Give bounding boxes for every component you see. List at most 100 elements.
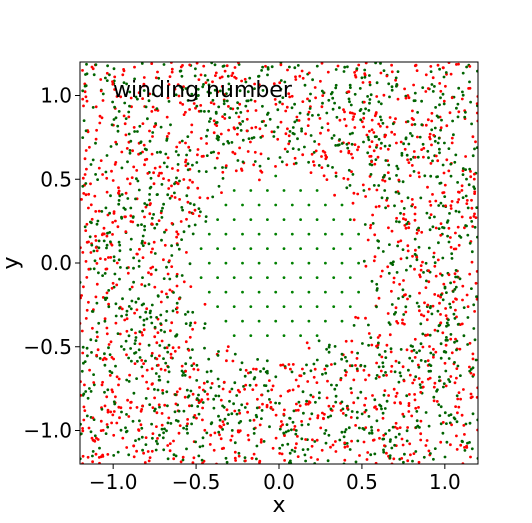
scatter-point: [150, 422, 154, 426]
scatter-point: [231, 71, 235, 75]
scatter-point: [191, 461, 195, 464]
scatter-point: [237, 454, 241, 458]
scatter-point: [262, 367, 266, 371]
scatter-point: [299, 334, 302, 337]
scatter-point: [442, 191, 446, 194]
scatter-point: [433, 447, 437, 450]
scatter-point: [279, 79, 283, 82]
scatter-point: [112, 400, 116, 404]
scatter-point: [372, 149, 376, 153]
scatter-point: [203, 322, 207, 325]
scatter-point: [378, 436, 381, 440]
scatter-point: [404, 226, 408, 230]
scatter-point: [301, 390, 305, 394]
scatter-point: [195, 104, 199, 108]
scatter-point: [299, 247, 302, 251]
scatter-point: [232, 402, 236, 406]
scatter-point: [120, 216, 124, 220]
scatter-point: [452, 416, 456, 420]
scatter-point: [286, 442, 290, 446]
scatter-point: [233, 441, 237, 445]
scatter-point: [403, 452, 406, 456]
scatter-point: [409, 158, 413, 161]
scatter-point: [347, 90, 351, 94]
scatter-point: [131, 215, 135, 219]
scatter-point: [113, 105, 116, 109]
scatter-point: [442, 102, 446, 106]
scatter-point: [154, 448, 158, 452]
scatter-point: [471, 352, 475, 356]
scatter-point: [454, 153, 458, 157]
scatter-point: [186, 395, 190, 399]
scatter-point: [208, 443, 212, 446]
scatter-point: [236, 106, 240, 110]
scatter-point: [259, 136, 263, 139]
scatter-point: [466, 206, 470, 210]
scatter-point: [455, 348, 458, 352]
scatter-point: [378, 334, 382, 337]
scatter-point: [395, 164, 399, 168]
scatter-point: [94, 173, 97, 176]
scatter-point: [134, 300, 138, 304]
scatter-point: [89, 163, 93, 166]
scatter-point: [105, 154, 109, 157]
scatter-point: [108, 353, 112, 356]
scatter-point: [370, 160, 373, 164]
scatter-point: [471, 154, 475, 158]
scatter-point: [284, 109, 288, 113]
scatter-point: [149, 272, 153, 276]
scatter-point: [163, 243, 167, 247]
scatter-point: [402, 212, 406, 216]
scatter-point: [165, 139, 169, 142]
scatter-point: [266, 73, 269, 77]
scatter-point: [209, 117, 212, 120]
scatter-point: [373, 452, 377, 456]
scatter-point: [177, 153, 180, 157]
scatter-point: [445, 336, 448, 339]
scatter-point: [114, 395, 117, 399]
scatter-point: [95, 222, 99, 226]
scatter-point: [292, 428, 296, 431]
scatter-point: [386, 204, 390, 208]
scatter-point: [276, 137, 280, 141]
scatter-point: [91, 310, 95, 313]
scatter-point: [241, 290, 244, 294]
scatter-point: [111, 281, 115, 285]
scatter-point: [291, 147, 295, 151]
scatter-point: [310, 412, 314, 416]
scatter-point: [87, 192, 91, 196]
scatter-point: [137, 428, 140, 432]
scatter-point: [176, 163, 180, 166]
scatter-point: [262, 440, 266, 443]
scatter-point: [111, 221, 115, 224]
scatter-point: [394, 76, 398, 80]
scatter-point: [249, 98, 253, 102]
scatter-point: [163, 346, 167, 350]
scatter-point: [143, 215, 146, 219]
scatter-point: [171, 167, 174, 170]
scatter-point: [182, 280, 186, 284]
scatter-point: [254, 367, 258, 371]
scatter-point: [98, 121, 102, 125]
scatter-point: [203, 74, 207, 77]
scatter-point: [140, 435, 144, 439]
scatter-point: [226, 74, 230, 78]
scatter-point: [392, 457, 396, 461]
scatter-point: [376, 155, 380, 159]
scatter-point: [105, 190, 109, 194]
scatter-point: [385, 343, 389, 347]
scatter-point: [316, 416, 320, 420]
scatter-point: [147, 343, 151, 347]
scatter-point: [135, 169, 139, 172]
scatter-point: [279, 120, 283, 124]
scatter-point: [359, 108, 363, 111]
scatter-point: [450, 257, 454, 260]
scatter-point: [320, 166, 324, 170]
y-axis-ticks: −1.0−0.50.00.51.0: [23, 84, 80, 443]
scatter-point: [463, 449, 467, 452]
scatter-point: [353, 74, 357, 77]
scatter-point: [81, 345, 85, 349]
scatter-point: [134, 336, 138, 339]
scatter-point: [210, 382, 214, 385]
scatter-point: [238, 390, 242, 394]
